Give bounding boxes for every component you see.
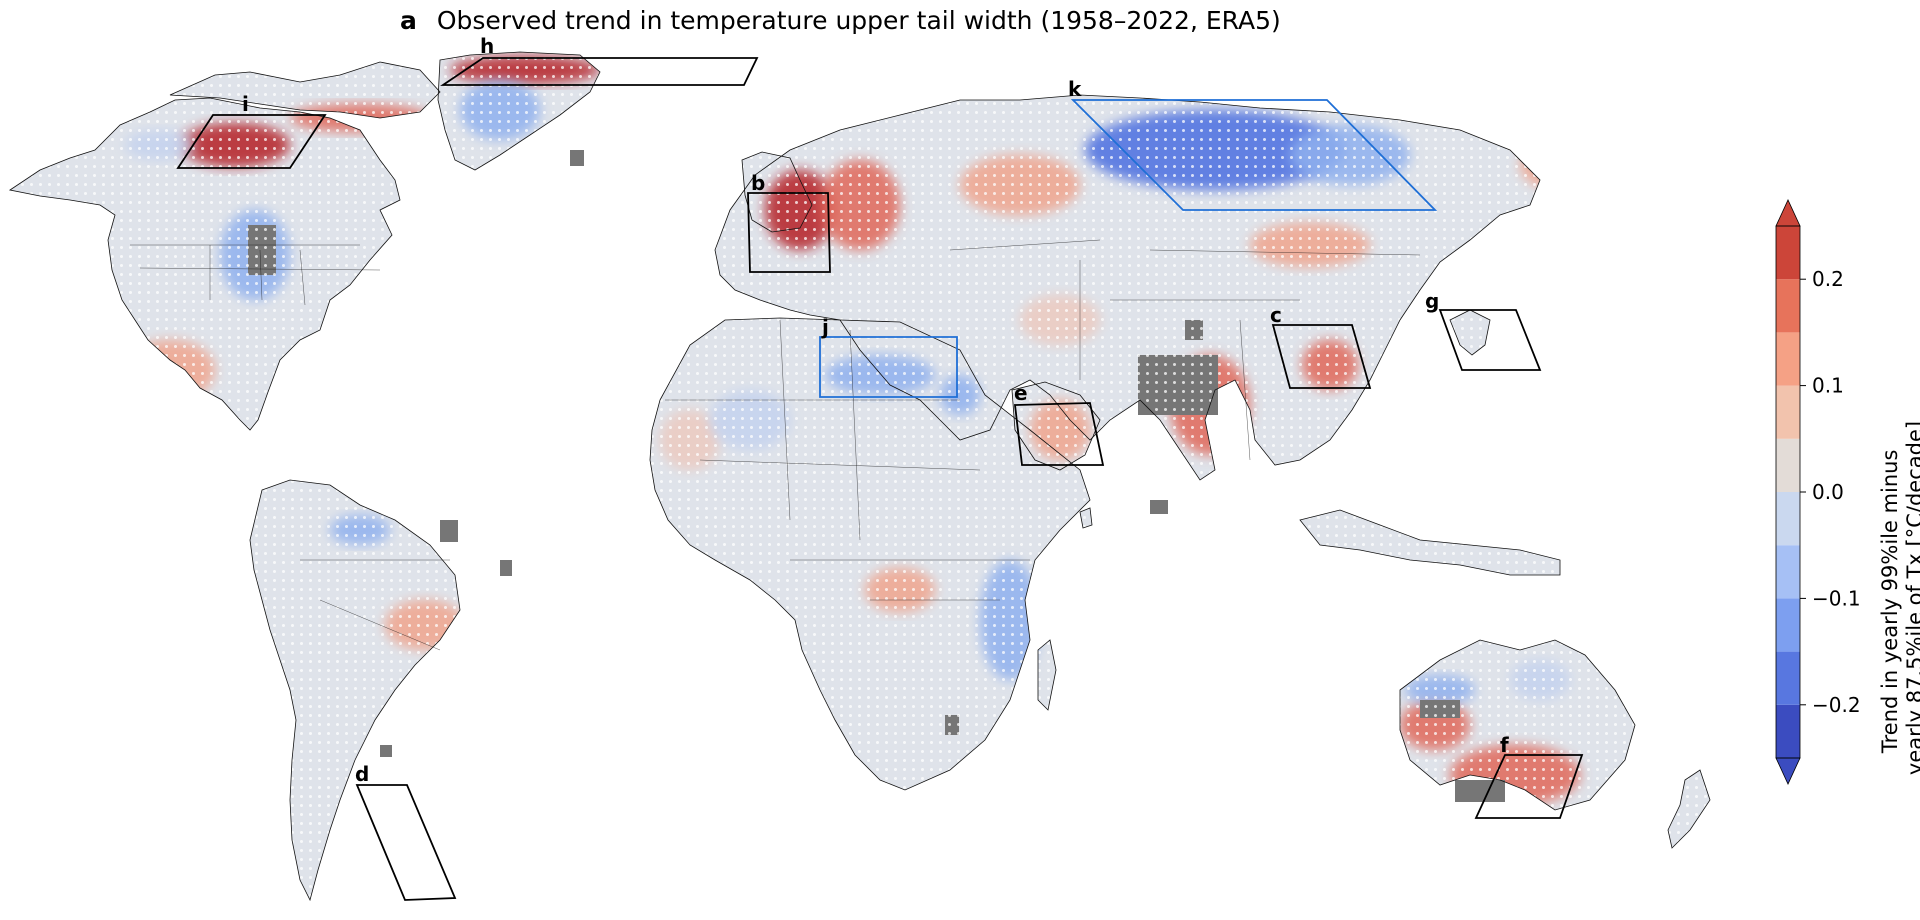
colorbar-bin <box>1776 651 1800 705</box>
region-outline-h <box>440 57 759 86</box>
colorbar-tick-label: −0.1 <box>1812 586 1861 610</box>
region-label-g: g <box>1425 289 1439 313</box>
indonesia-coastline <box>1299 509 1561 576</box>
south-america-coastline <box>249 479 461 902</box>
colorbar-bin <box>1776 279 1800 333</box>
arabia-coastline <box>1011 381 1101 471</box>
colorbar-tick-label: 0.1 <box>1812 374 1844 398</box>
missing-data-cell <box>1455 780 1505 802</box>
region-box-j: j <box>819 315 958 398</box>
country-border <box>299 249 306 306</box>
country-borders <box>130 239 1421 651</box>
country-border <box>849 329 861 541</box>
region-outline-k <box>1070 99 1438 211</box>
country-border <box>1149 249 1421 256</box>
region-box-e: e <box>1013 381 1105 466</box>
colorbar-tick-label: 0.2 <box>1812 267 1844 291</box>
region-outline-g <box>1438 309 1542 371</box>
colorbar-label-line1: Trend in yearly 99%ile minus <box>1878 450 1902 755</box>
country-border <box>779 319 791 521</box>
region-label-j: j <box>821 315 829 339</box>
region-box-i: i <box>176 92 327 169</box>
region-label-b: b <box>751 171 765 195</box>
colorbar-bin <box>1776 438 1800 492</box>
region-label-h: h <box>480 34 494 58</box>
colorbar-label-line2: yearly 87.5%ile of Tx [°C/decade] <box>1903 421 1920 775</box>
colorbar-bin <box>1776 545 1800 599</box>
missing-data-cell <box>1150 500 1168 514</box>
missing-data-cell <box>380 745 392 757</box>
colorbar-bin <box>1776 704 1800 758</box>
colorbar-extend-max <box>1775 199 1801 227</box>
country-border <box>699 459 981 471</box>
region-label-e: e <box>1014 381 1028 405</box>
colorbar: −0.2 −0.1 0.0 0.1 0.2 <box>1775 199 1861 785</box>
region-label-k: k <box>1068 77 1082 101</box>
region-label-d: d <box>355 762 369 786</box>
region-label-c: c <box>1270 303 1282 327</box>
colorbar-tick-label: 0.0 <box>1812 480 1844 504</box>
colorbar-bin <box>1776 598 1800 652</box>
missing-data-cell <box>500 560 512 576</box>
sri-lanka-coastline <box>1079 507 1093 529</box>
colorbar-label: Trend in yearly 99%ile minus yearly 87.5… <box>1878 421 1920 775</box>
greenland-coastline <box>437 51 601 171</box>
australia-coastline <box>1399 639 1636 811</box>
region-outline-j <box>819 336 958 398</box>
region-box-h: h <box>440 34 759 86</box>
country-border <box>949 239 1101 251</box>
region-label-i: i <box>242 92 249 116</box>
africa-coastline <box>649 317 1091 791</box>
region-box-k: k <box>1068 77 1438 211</box>
world-map <box>8 51 1711 902</box>
region-outline-c <box>1271 324 1372 389</box>
country-border <box>259 249 263 301</box>
new-zealand-coastline <box>1667 769 1711 849</box>
colorbar-bin <box>1776 332 1800 386</box>
anomaly-patch <box>490 630 550 690</box>
region-box-c: c <box>1270 303 1372 389</box>
north-america-coastline <box>8 97 401 431</box>
region-outline-d <box>355 784 457 901</box>
anomaly-patch <box>580 630 660 690</box>
missing-data-cell <box>440 520 458 542</box>
region-outline-b <box>747 192 831 273</box>
region-outline-f <box>1474 754 1584 819</box>
region-box-g: g <box>1425 289 1542 371</box>
colorbar-bin <box>1776 385 1800 439</box>
figure-title: a Observed trend in temperature upper ta… <box>400 6 1281 35</box>
colorbar-tick-label: −0.2 <box>1812 693 1861 717</box>
region-outline-i <box>176 114 327 169</box>
colorbar-bin <box>1776 226 1800 280</box>
missing-data-cell <box>570 150 584 166</box>
panel-letter: a <box>400 6 417 35</box>
region-box-f: f <box>1474 733 1584 819</box>
country-border <box>319 599 441 651</box>
colorbar-extend-min <box>1775 757 1801 785</box>
region-boxes: b c d e f g h i j k <box>176 34 1584 901</box>
region-box-b: b <box>747 171 831 273</box>
region-label-f: f <box>1500 733 1509 757</box>
colorbar-bin <box>1776 492 1800 546</box>
madagascar-coastline <box>1037 639 1057 711</box>
region-outline-e <box>1013 402 1105 466</box>
country-border <box>139 267 381 271</box>
region-box-d: d <box>355 762 457 901</box>
canada-arctic-coastline <box>169 61 441 119</box>
title-text: Observed trend in temperature upper tail… <box>437 6 1281 35</box>
country-border <box>1239 319 1251 461</box>
